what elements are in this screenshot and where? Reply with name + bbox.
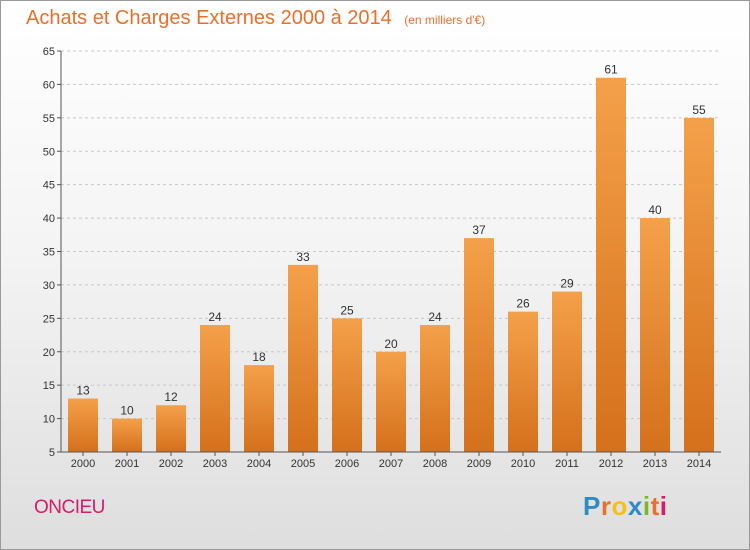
x-tick-label: 2012 — [599, 458, 623, 470]
y-tick-label: 5 — [49, 447, 55, 459]
x-tick-label: 2014 — [687, 458, 711, 470]
y-tick-label: 35 — [43, 247, 55, 259]
y-tick-label: 60 — [43, 79, 55, 91]
bar — [112, 418, 142, 452]
x-tick-label: 2000 — [71, 458, 95, 470]
bar — [288, 264, 318, 452]
bar-value-label: 12 — [164, 390, 178, 404]
x-tick-label: 2013 — [643, 458, 667, 470]
title-row: Achats et Charges Externes 2000 à 2014 (… — [26, 7, 485, 30]
bar-value-label: 10 — [120, 404, 134, 418]
chart-subtitle: (en milliers d'€) — [404, 13, 486, 27]
x-tick-label: 2005 — [291, 458, 315, 470]
bar-value-label: 55 — [692, 103, 706, 117]
commune-name: ONCIEU — [34, 497, 105, 518]
bar — [596, 77, 626, 452]
bar — [640, 218, 670, 452]
x-tick-label: 2002 — [159, 458, 183, 470]
bar — [684, 117, 714, 452]
bar — [68, 398, 98, 452]
bar-value-label: 24 — [208, 310, 222, 324]
chart-title: Achats et Charges Externes 2000 à 2014 — [26, 7, 392, 29]
bar-value-label: 26 — [516, 297, 530, 311]
bar-value-label: 40 — [648, 203, 662, 217]
bar — [332, 318, 362, 452]
y-tick-label: 20 — [43, 347, 55, 359]
bar-value-label: 29 — [560, 277, 574, 291]
axes: 5 10 15 20 25 30 35 40 45 50 55 60 65 2000 2001 2002 200… — [43, 46, 721, 470]
logo-letter: i — [642, 491, 651, 521]
y-tick-label: 15 — [43, 380, 55, 392]
bar — [244, 365, 274, 452]
bar-value-label: 20 — [384, 337, 398, 351]
bar — [420, 325, 450, 452]
x-tick-label: 2007 — [379, 458, 403, 470]
logo-letter: i — [659, 491, 668, 521]
logo-letter: P — [583, 491, 601, 521]
y-tick-label: 30 — [43, 280, 55, 292]
x-tick-label: 2009 — [467, 458, 491, 470]
bar — [552, 291, 582, 452]
y-tick-label: 10 — [43, 414, 55, 426]
x-tick-label: 2010 — [511, 458, 535, 470]
bar — [200, 325, 230, 452]
y-tick-label: 65 — [43, 46, 55, 58]
bar — [508, 311, 538, 452]
bar-value-label: 24 — [428, 310, 442, 324]
bars: 13 10 12 24 18 33 25 20 24 37 26 29 61 40 55 — [68, 63, 714, 452]
x-tick-label: 2004 — [247, 458, 271, 470]
bar-value-label: 13 — [76, 384, 90, 398]
logo-letter: o — [611, 491, 628, 521]
x-tick-label: 2011 — [555, 458, 579, 470]
y-tick-label: 50 — [43, 146, 55, 158]
x-tick-label: 2003 — [203, 458, 227, 470]
bar — [464, 238, 494, 452]
logo-letter: r — [600, 491, 612, 521]
bar — [156, 405, 186, 452]
y-tick-label: 40 — [43, 213, 55, 225]
bar-value-label: 18 — [252, 350, 266, 364]
y-tick-label: 45 — [43, 180, 55, 192]
bar-value-label: 61 — [604, 63, 618, 77]
logo-letter: t — [650, 491, 660, 521]
x-tick-label: 2008 — [423, 458, 447, 470]
bar — [376, 351, 406, 452]
y-tick-label: 25 — [43, 313, 55, 325]
bar-value-label: 37 — [472, 223, 486, 237]
bar-value-label: 25 — [340, 303, 354, 317]
y-tick-label: 55 — [43, 113, 55, 125]
x-tick-label: 2006 — [335, 458, 359, 470]
bar-value-label: 33 — [296, 250, 310, 264]
x-tick-label: 2001 — [115, 458, 139, 470]
logo-letter: x — [627, 491, 643, 521]
proxiti-logo[interactable]: Proxiti — [583, 491, 667, 522]
